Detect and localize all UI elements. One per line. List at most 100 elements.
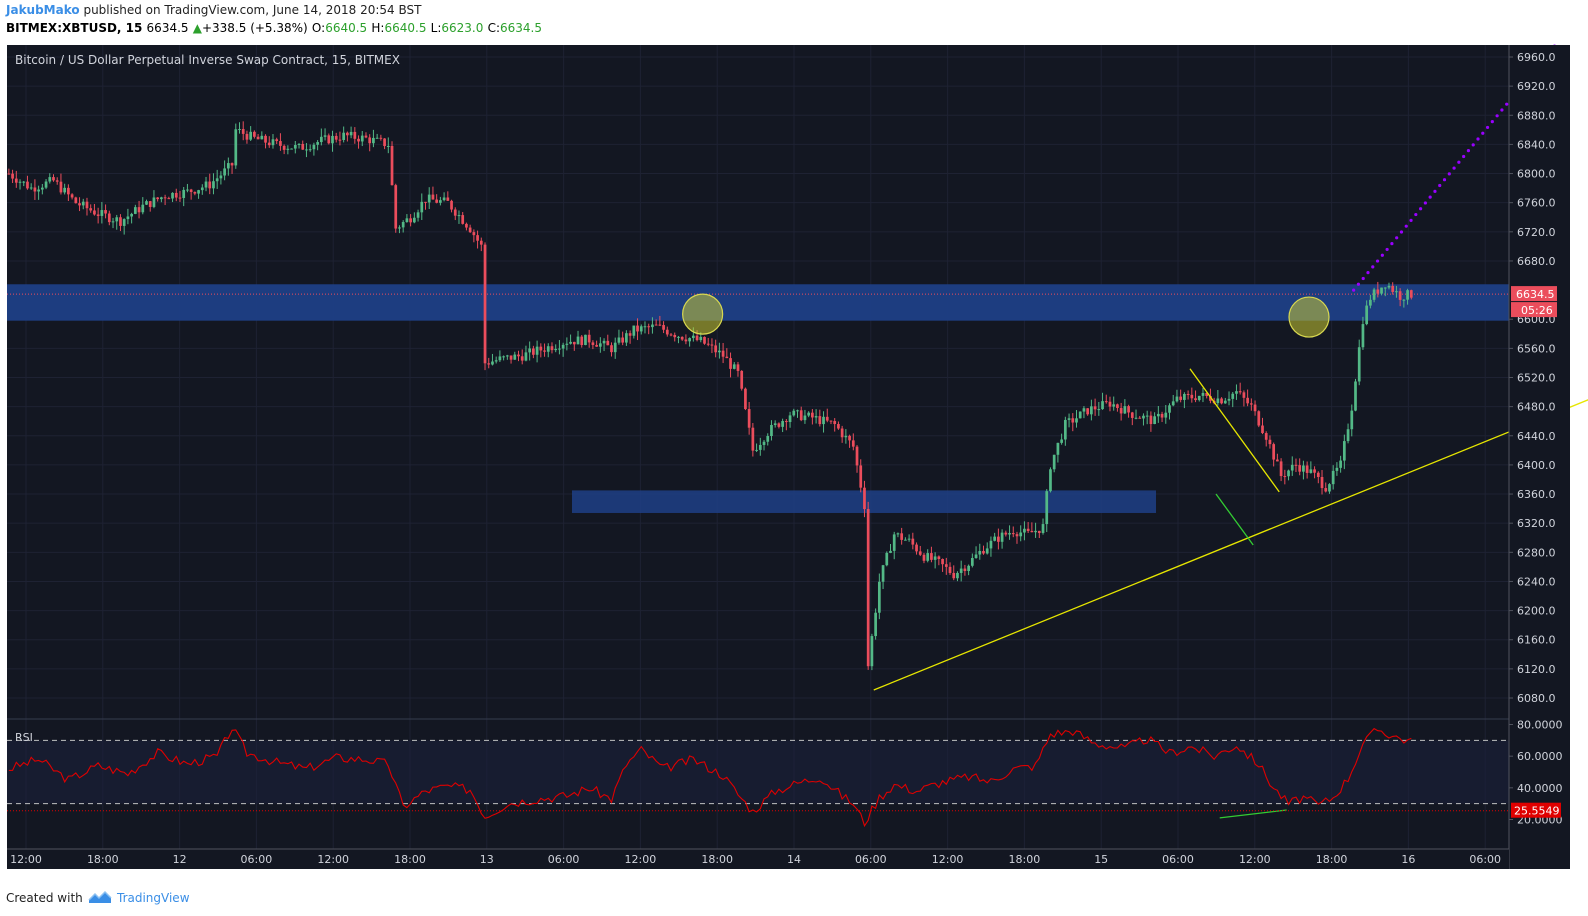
candle-body bbox=[896, 533, 900, 535]
candle-body bbox=[148, 201, 152, 207]
candle-body bbox=[1223, 400, 1227, 404]
candle-body bbox=[334, 135, 338, 140]
candle-body bbox=[1086, 408, 1090, 415]
candle-body bbox=[643, 326, 647, 328]
candle-body bbox=[673, 334, 677, 338]
candle-body bbox=[48, 177, 52, 182]
candle-body bbox=[1380, 287, 1383, 294]
candle-body bbox=[941, 559, 944, 565]
candle-body bbox=[1093, 406, 1097, 410]
candle-body bbox=[446, 197, 450, 201]
green-line[interactable] bbox=[1215, 493, 1254, 546]
candle-body bbox=[1168, 405, 1171, 413]
candle-body bbox=[744, 388, 747, 410]
candle-body bbox=[569, 341, 572, 344]
candle-body bbox=[230, 163, 234, 166]
candle-body bbox=[978, 551, 982, 555]
candle-body bbox=[1209, 396, 1212, 401]
candle-body bbox=[435, 199, 439, 203]
candle-body bbox=[1171, 401, 1175, 406]
projection-dot bbox=[1505, 102, 1509, 106]
candle-body bbox=[1316, 472, 1320, 477]
candle-body bbox=[1194, 398, 1197, 401]
candle-body bbox=[1305, 465, 1309, 473]
candle-body bbox=[126, 216, 130, 220]
last-price-tag bbox=[1511, 286, 1557, 302]
ohlc-c-label: C: bbox=[487, 21, 500, 35]
candle-body bbox=[197, 190, 200, 194]
candle-body bbox=[1279, 461, 1283, 477]
time-axis[interactable]: 12:00 18:00 12 06:00 12:00 18:00 13 06:00 12:00 1… bbox=[10, 853, 1501, 866]
triangle-line[interactable] bbox=[1189, 368, 1280, 493]
candle-body bbox=[346, 132, 349, 136]
candle-body bbox=[967, 565, 970, 571]
tradingview-logo-icon[interactable] bbox=[88, 889, 112, 909]
candle-body bbox=[1023, 528, 1026, 533]
candle-body bbox=[985, 548, 989, 554]
candle-body bbox=[907, 538, 911, 540]
candle-body bbox=[167, 198, 171, 200]
candle-body bbox=[1383, 287, 1387, 289]
candle-body bbox=[621, 337, 625, 343]
candle-body bbox=[628, 333, 632, 336]
candle-body bbox=[293, 144, 297, 149]
candle-body bbox=[669, 334, 673, 336]
candle-body bbox=[863, 487, 866, 510]
projection-dot bbox=[1356, 282, 1361, 286]
candle-body bbox=[1227, 398, 1231, 401]
candle-body bbox=[576, 336, 580, 345]
highlight-marker[interactable] bbox=[1288, 296, 1330, 338]
candle-body bbox=[319, 136, 323, 143]
projection-dot bbox=[1380, 253, 1384, 257]
candle-body bbox=[145, 201, 148, 205]
candle-body bbox=[26, 181, 29, 189]
candle-body bbox=[1030, 530, 1034, 533]
candle-body bbox=[651, 324, 654, 328]
candle-body bbox=[1309, 469, 1313, 473]
highlight-marker[interactable] bbox=[682, 293, 724, 335]
candle-body bbox=[613, 342, 617, 353]
candle-body bbox=[1142, 415, 1145, 419]
candle-body bbox=[476, 235, 479, 241]
price-tick-label: 6240.0 bbox=[1517, 575, 1556, 588]
candle-body bbox=[1056, 442, 1060, 455]
candle-body bbox=[461, 215, 465, 224]
candle-body bbox=[606, 340, 610, 346]
candle-body bbox=[1183, 393, 1186, 400]
time-axis-background[interactable] bbox=[7, 849, 1509, 869]
candle-body bbox=[818, 416, 822, 425]
author-link[interactable]: JakubMako bbox=[6, 3, 80, 17]
candle-body bbox=[1071, 418, 1075, 423]
candle-body bbox=[44, 181, 48, 188]
candle-body bbox=[993, 536, 997, 541]
candle-body bbox=[174, 192, 178, 198]
projection-dot bbox=[1485, 125, 1490, 130]
price-chart[interactable]: 6960.0 6920.0 6880.0 6840.0 6800.0 6760.0 6720… bbox=[0, 44, 1588, 880]
candle-body bbox=[587, 334, 591, 343]
candle-body bbox=[833, 421, 837, 425]
price-axis-background[interactable] bbox=[1509, 45, 1570, 869]
candle-body bbox=[822, 416, 825, 425]
candle-body bbox=[14, 178, 18, 183]
candle-body bbox=[948, 566, 952, 573]
price-axis[interactable]: 6960.0 6920.0 6880.0 6840.0 6800.0 6760.0 6720… bbox=[1509, 51, 1557, 705]
candle-body bbox=[524, 352, 528, 361]
time-tick-label: 06:00 bbox=[1469, 853, 1501, 866]
chart-container[interactable]: 6960.0 6920.0 6880.0 6840.0 6800.0 6760.0 6720… bbox=[0, 44, 1588, 880]
candle-body bbox=[1160, 413, 1164, 418]
projection-dot bbox=[1375, 259, 1380, 263]
candle-body bbox=[1052, 454, 1056, 470]
time-tick-label: 12:00 bbox=[625, 853, 657, 866]
candle-body bbox=[33, 187, 37, 192]
candle-body bbox=[546, 346, 550, 352]
tradingview-brand-link[interactable]: TradingView bbox=[117, 891, 190, 905]
candle-body bbox=[959, 568, 963, 573]
candle-body bbox=[1179, 396, 1183, 400]
candle-body bbox=[513, 354, 517, 360]
trendline[interactable] bbox=[873, 324, 1588, 691]
candle-body bbox=[323, 135, 327, 137]
price-tick-label: 6200.0 bbox=[1517, 605, 1556, 618]
candle-body bbox=[59, 181, 63, 193]
rsi-divergence-line[interactable] bbox=[1219, 809, 1287, 819]
